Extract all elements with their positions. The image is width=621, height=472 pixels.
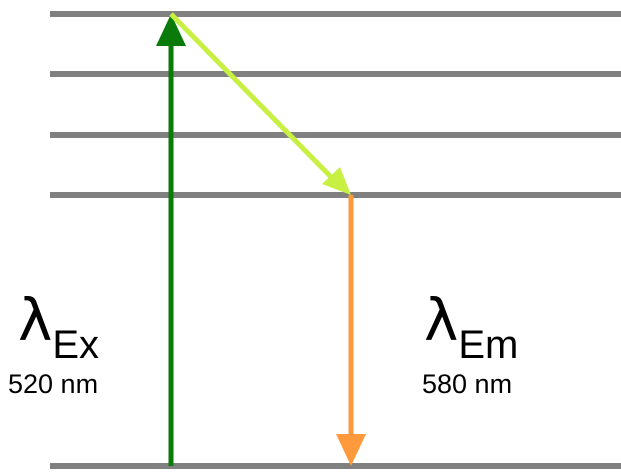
excitation-label: λEx	[18, 286, 99, 367]
emission-label: λEm	[424, 286, 518, 367]
excitation-wavelength: 520 nm	[8, 369, 98, 399]
relaxation-arrow	[169, 12, 351, 195]
excitation-arrow	[156, 14, 186, 466]
emission-wavelength: 580 nm	[422, 369, 512, 399]
emission-arrow	[336, 195, 366, 466]
